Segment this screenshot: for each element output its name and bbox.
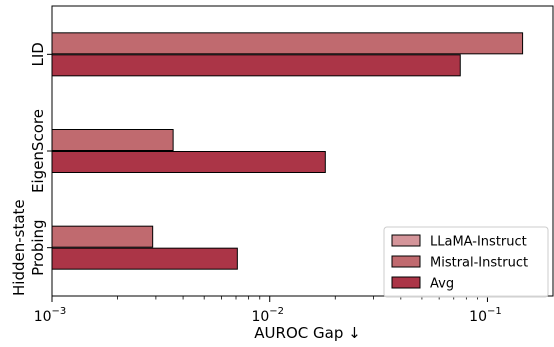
legend-label: Mistral-Instruct	[430, 256, 528, 271]
bar-avg-2	[51, 247, 238, 270]
x-tick-base: 10	[469, 309, 487, 325]
bars-group	[51, 32, 524, 270]
legend-label: Avg	[430, 277, 454, 292]
legend-swatch	[391, 276, 421, 289]
bar-avg-0	[51, 54, 461, 77]
legend-swatch	[391, 255, 421, 268]
legend-box	[383, 226, 549, 298]
x-tick-label: 10−1	[469, 306, 502, 325]
x-axis-label: AUROC Gap ↓	[254, 324, 360, 342]
x-tick-exponent: −1	[487, 306, 502, 317]
x-tick-label: 10−2	[251, 306, 284, 325]
x-tick-base: 10	[34, 309, 52, 325]
x-tick-label: 10−3	[34, 306, 67, 325]
x-tick-exponent: −3	[52, 306, 67, 317]
x-tick-base: 10	[251, 309, 269, 325]
y-tick-label: LID	[29, 42, 47, 66]
bar-avg-1	[51, 151, 326, 173]
y-tick-label: Probing	[29, 219, 47, 276]
y-tick-label: Hidden-state	[10, 199, 28, 296]
legend: LLaMA-Instruct Mistral-Instruct Avg	[383, 226, 549, 298]
y-tick-label: EigenScore	[29, 109, 47, 193]
bar-mistral-instruct-2	[51, 225, 154, 248]
x-tick-exponent: −2	[269, 306, 284, 317]
plot-frame	[51, 5, 554, 297]
bar-mistral-instruct-1	[51, 129, 174, 151]
legend-swatch	[391, 234, 421, 247]
legend-label: LLaMA-Instruct	[430, 235, 527, 250]
bar-mistral-instruct-0	[51, 32, 524, 55]
